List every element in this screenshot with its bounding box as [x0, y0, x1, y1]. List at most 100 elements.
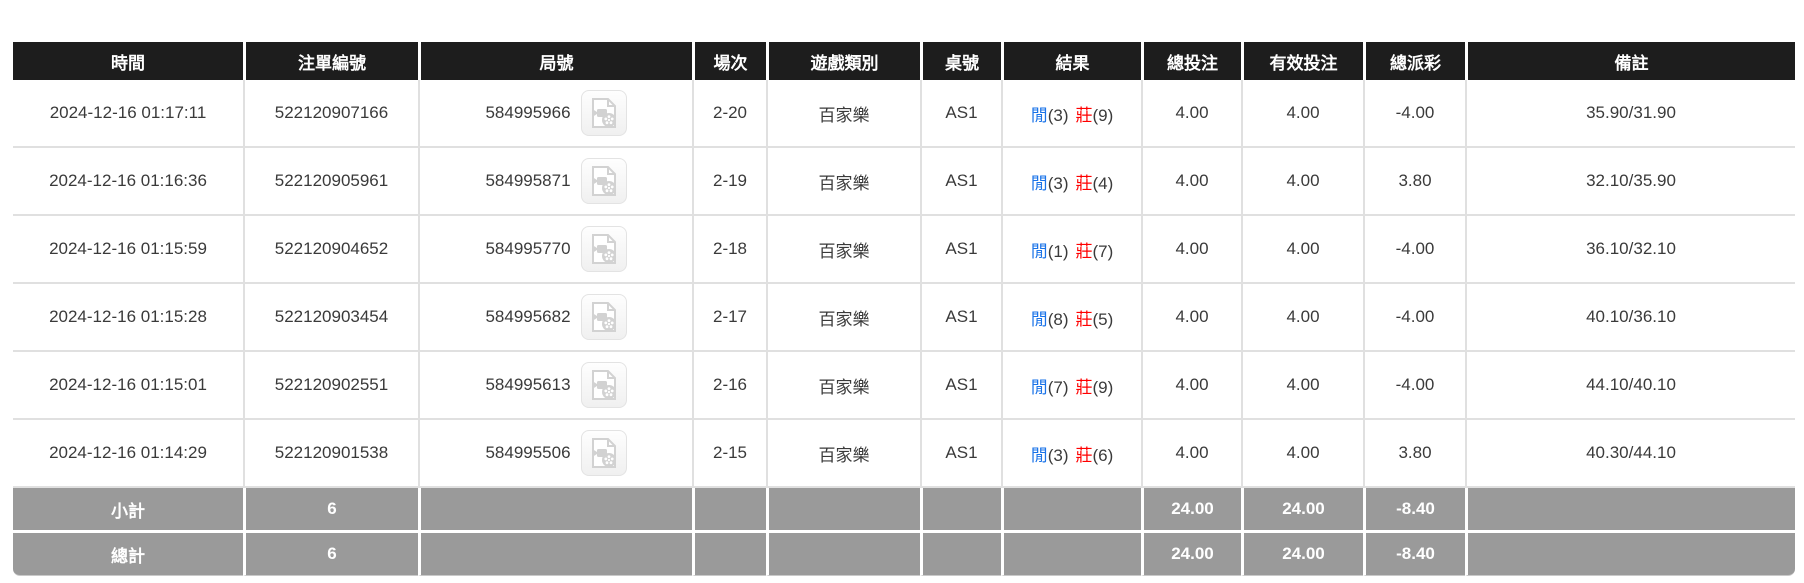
round-cell-inner: 584995770	[485, 226, 627, 272]
footer-count: 6	[243, 488, 418, 530]
cell-total-bet: 4.00	[1141, 148, 1241, 216]
footer-label: 小計	[13, 488, 243, 530]
video-replay-button[interactable]	[580, 226, 627, 272]
cell-result: 閒(8) 莊(5)	[1001, 284, 1141, 352]
cell-session: 2-20	[692, 80, 766, 148]
video-record-icon	[591, 234, 616, 264]
video-record-icon	[591, 98, 616, 128]
footer-empty-cell	[418, 488, 692, 530]
footer-remark-cell	[1465, 488, 1795, 530]
cell-total-payout: 3.80	[1363, 148, 1465, 216]
table-row: 2024-12-16 01:17:11 522120907166 584995966…	[13, 80, 1795, 148]
column-header-time: 時間	[13, 42, 243, 80]
table-header: 時間 注單編號 局號 場次 遊戲類別 桌號 結果 總投注 有效投注 總派彩 備註	[13, 42, 1795, 80]
result-banker-label: 莊	[1075, 445, 1093, 465]
table-body: 2024-12-16 01:17:11 522120907166 584995966…	[13, 80, 1795, 488]
video-replay-button[interactable]	[580, 430, 627, 476]
footer-empty-cell	[418, 530, 692, 576]
result-banker-score: (9)	[1092, 377, 1114, 397]
cell-table-no: AS1	[920, 352, 1001, 420]
cell-session: 2-15	[692, 420, 766, 488]
cell-valid-bet: 4.00	[1241, 420, 1363, 488]
cell-bet-id: 522120907166	[243, 80, 418, 148]
cell-remark: 44.10/40.10	[1465, 352, 1795, 420]
cell-valid-bet: 4.00	[1241, 284, 1363, 352]
result-banker-label: 莊	[1075, 309, 1093, 329]
cell-round: 584995506	[418, 420, 692, 488]
result-banker-label: 莊	[1075, 377, 1093, 397]
result-banker-score: (4)	[1092, 173, 1114, 193]
cell-bet-id: 522120902551	[243, 352, 418, 420]
cell-time: 2024-12-16 01:15:28	[13, 284, 243, 352]
column-header-remark: 備註	[1465, 42, 1795, 80]
video-replay-button[interactable]	[580, 90, 627, 136]
column-header-total_payout: 總派彩	[1363, 42, 1465, 80]
column-header-table_no: 桌號	[920, 42, 1001, 80]
round-number: 584995871	[485, 171, 571, 190]
column-header-session: 場次	[692, 42, 766, 80]
cell-table-no: AS1	[920, 216, 1001, 284]
video-replay-button[interactable]	[580, 294, 627, 340]
round-cell-inner: 584995613	[485, 362, 627, 408]
cell-result: 閒(1) 莊(7)	[1001, 216, 1141, 284]
table-row: 2024-12-16 01:15:59 522120904652 584995770…	[13, 216, 1795, 284]
header-row: 時間 注單編號 局號 場次 遊戲類別 桌號 結果 總投注 有效投注 總派彩 備註	[13, 42, 1795, 80]
round-number: 584995682	[485, 307, 571, 326]
result-player-score: (3)	[1047, 445, 1069, 465]
footer-empty-cell	[920, 530, 1001, 576]
cell-table-no: AS1	[920, 148, 1001, 216]
total-row: 總計 6 24.00 24.00 -8.40	[13, 530, 1795, 576]
result-banker-label: 莊	[1075, 241, 1093, 261]
cell-game-type: 百家樂	[766, 284, 920, 352]
result-player-score: (7)	[1047, 377, 1069, 397]
cell-remark: 36.10/32.10	[1465, 216, 1795, 284]
round-cell-inner: 584995871	[485, 158, 627, 204]
cell-bet-id: 522120905961	[243, 148, 418, 216]
cell-total-bet: 4.00	[1141, 420, 1241, 488]
cell-total-bet: 4.00	[1141, 216, 1241, 284]
cell-remark: 32.10/35.90	[1465, 148, 1795, 216]
cell-game-type: 百家樂	[766, 80, 920, 148]
cell-round: 584995682	[418, 284, 692, 352]
cell-valid-bet: 4.00	[1241, 352, 1363, 420]
result-player-label: 閒	[1030, 105, 1048, 125]
cell-valid-bet: 4.00	[1241, 80, 1363, 148]
video-replay-button[interactable]	[580, 362, 627, 408]
cell-round: 584995966	[418, 80, 692, 148]
footer-empty-cell	[920, 488, 1001, 530]
footer-empty-cell	[1001, 530, 1141, 576]
cell-time: 2024-12-16 01:15:01	[13, 352, 243, 420]
cell-table-no: AS1	[920, 420, 1001, 488]
table-row: 2024-12-16 01:15:28 522120903454 584995682…	[13, 284, 1795, 352]
cell-total-payout: -4.00	[1363, 284, 1465, 352]
result-banker-score: (9)	[1092, 105, 1114, 125]
round-number: 584995613	[485, 375, 571, 394]
cell-game-type: 百家樂	[766, 148, 920, 216]
cell-remark: 40.10/36.10	[1465, 284, 1795, 352]
cell-bet-id: 522120904652	[243, 216, 418, 284]
cell-round: 584995770	[418, 216, 692, 284]
cell-session: 2-17	[692, 284, 766, 352]
footer-count: 6	[243, 530, 418, 576]
column-header-round: 局號	[418, 42, 692, 80]
result-banker-score: (6)	[1092, 445, 1114, 465]
cell-result: 閒(3) 莊(6)	[1001, 420, 1141, 488]
result-banker-label: 莊	[1075, 105, 1093, 125]
round-cell-inner: 584995682	[485, 294, 627, 340]
round-number: 584995770	[485, 239, 571, 258]
cell-total-payout: -4.00	[1363, 216, 1465, 284]
footer-valid-bet: 24.00	[1241, 488, 1363, 530]
result-banker-label: 莊	[1075, 173, 1093, 193]
footer-total-payout: -8.40	[1363, 530, 1465, 576]
cell-round: 584995613	[418, 352, 692, 420]
cell-total-bet: 4.00	[1141, 80, 1241, 148]
cell-game-type: 百家樂	[766, 420, 920, 488]
footer-empty-cell	[692, 488, 766, 530]
round-number: 584995966	[485, 103, 571, 122]
cell-total-bet: 4.00	[1141, 352, 1241, 420]
result-player-score: (3)	[1047, 173, 1069, 193]
cell-remark: 35.90/31.90	[1465, 80, 1795, 148]
cell-result: 閒(3) 莊(4)	[1001, 148, 1141, 216]
video-replay-button[interactable]	[580, 158, 627, 204]
cell-time: 2024-12-16 01:16:36	[13, 148, 243, 216]
